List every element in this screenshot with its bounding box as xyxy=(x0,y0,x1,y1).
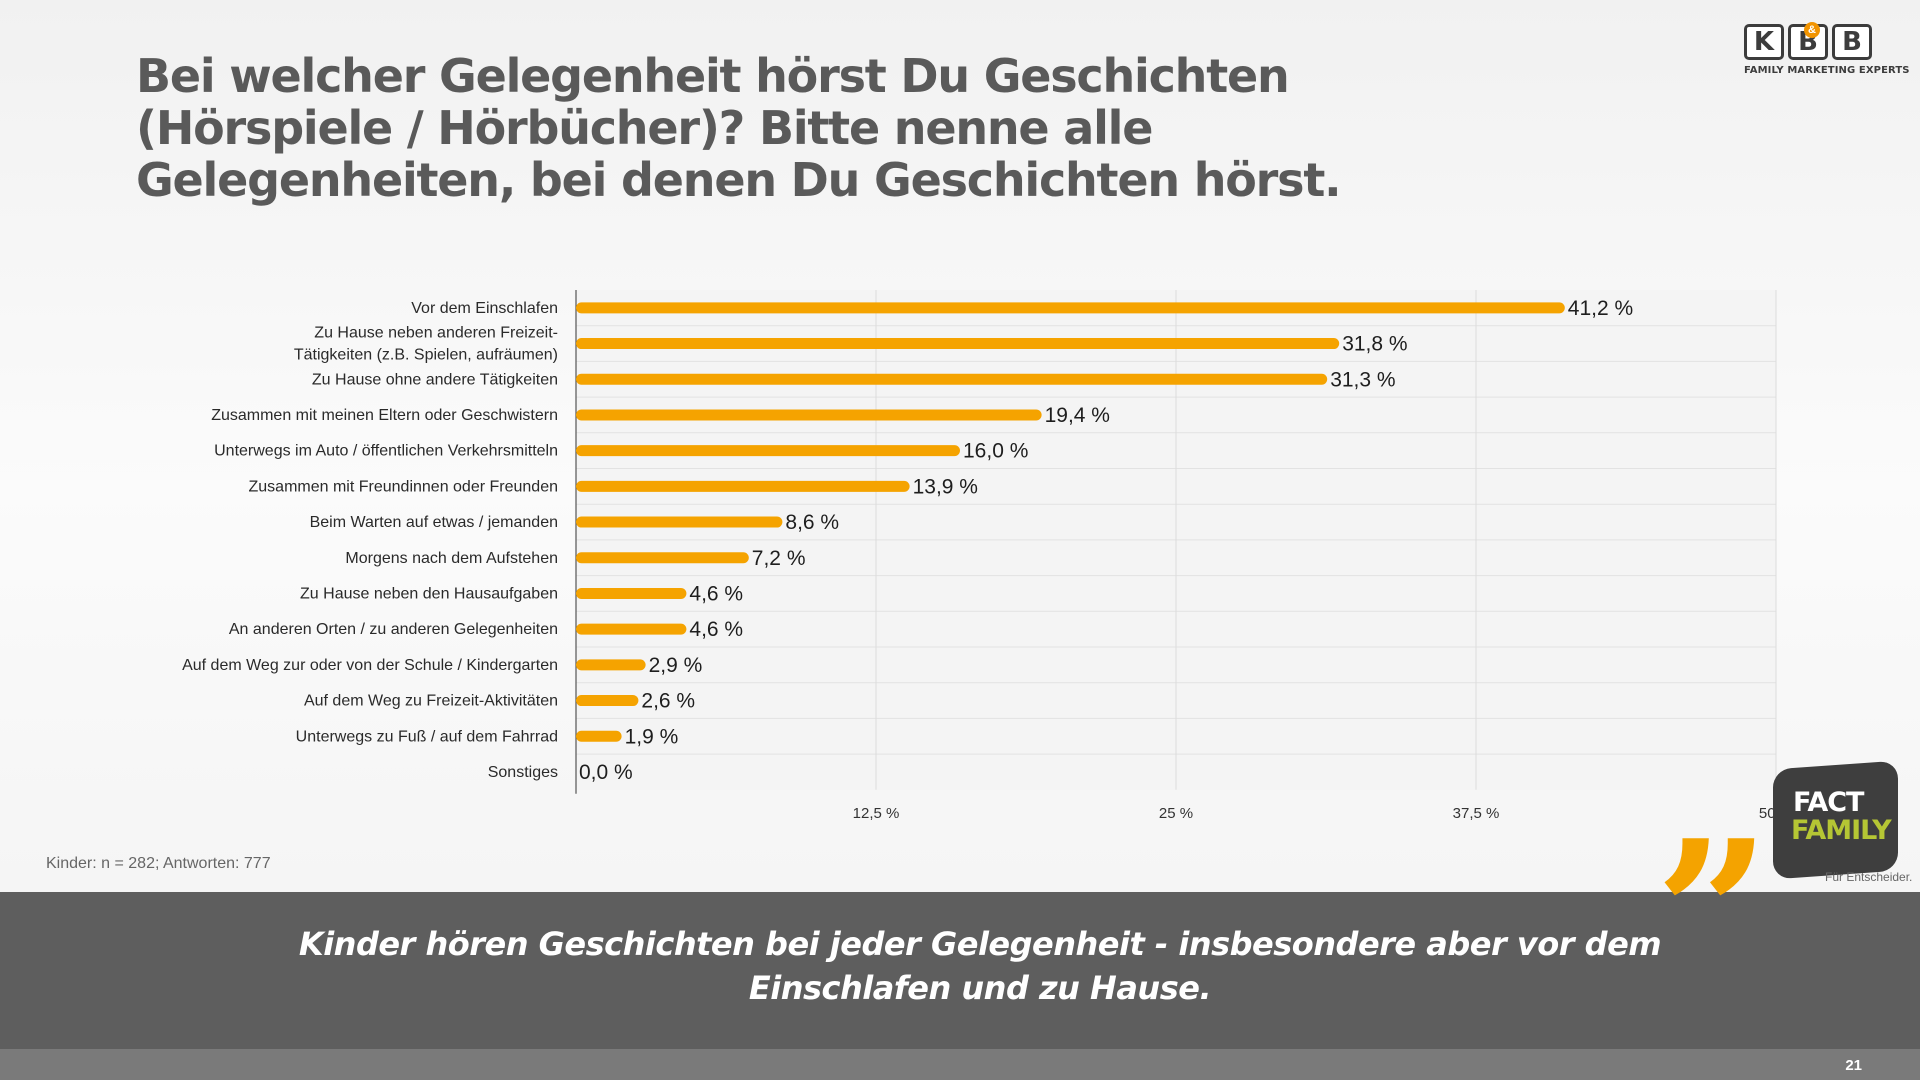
category-label: Vor dem Einschlafen xyxy=(411,300,558,317)
logo-letter-b2: B xyxy=(1832,24,1872,60)
bar-chart: 12,5 %25 %37,5 %50 %Vor dem Einschlafen4… xyxy=(182,290,1793,822)
category-label-line: Zu Hause neben anderen Freizeit- xyxy=(314,325,558,342)
category-label: Auf dem Weg zu Freizeit-Aktivitäten xyxy=(304,693,558,710)
logo-letter-k: K xyxy=(1744,24,1784,60)
category-label: Zu Hause neben anderen Freizeit- Tätigkei… xyxy=(294,325,558,364)
category-label-line: Sonstiges xyxy=(488,764,558,781)
bar xyxy=(576,409,1042,421)
value-label: 1,9 % xyxy=(625,725,679,748)
category-label: Auf dem Weg zur oder von der Schule / Ki… xyxy=(182,657,558,674)
category-label-line: Zu Hause ohne andere Tätigkeiten xyxy=(312,371,558,388)
category-label: Zu Hause neben den Hausaufgaben xyxy=(300,585,558,602)
category-label: An anderen Orten / zu anderen Gelegenhei… xyxy=(229,621,558,638)
category-label-line: An anderen Orten / zu anderen Gelegenhei… xyxy=(229,621,558,638)
x-tick-label: 25 % xyxy=(1159,805,1193,822)
category-label-line: Unterwegs zu Fuß / auf dem Fahrrad xyxy=(296,728,558,745)
value-label: 31,8 % xyxy=(1342,333,1407,356)
kbb-logo: K B B & FAMILY MARKETING EXPERTS xyxy=(1744,22,1910,94)
value-label: 4,6 % xyxy=(689,582,743,605)
conclusion-banner: Kinder hören Geschichten bei jeder Geleg… xyxy=(0,892,1920,1049)
slide-title: Bei welcher Gelegenheit hörst Du Geschic… xyxy=(136,49,1342,207)
bar xyxy=(576,695,639,707)
bar xyxy=(576,587,687,599)
value-label: 0,0 % xyxy=(579,761,633,784)
value-label: 16,0 % xyxy=(963,440,1028,463)
value-label: 41,2 % xyxy=(1568,297,1633,320)
value-label: 19,4 % xyxy=(1045,404,1110,427)
bar xyxy=(576,730,622,742)
category-label-line: Beim Warten auf etwas / jemanden xyxy=(310,514,558,531)
value-label: 7,2 % xyxy=(752,547,806,570)
category-label-line: Unterwegs im Auto / öffentlichen Verkehr… xyxy=(214,443,558,460)
category-label: Beim Warten auf etwas / jemanden xyxy=(310,514,558,531)
category-label: Sonstiges xyxy=(488,764,558,781)
bar xyxy=(576,659,646,671)
category-label-line: Zusammen mit meinen Eltern oder Geschwis… xyxy=(211,407,558,424)
bar xyxy=(576,552,749,564)
category-label-line: Zusammen mit Freundinnen oder Freunden xyxy=(249,478,559,495)
category-label-line: Auf dem Weg zur oder von der Schule / Ki… xyxy=(182,657,558,674)
sample-note: Kinder: n = 282; Antworten: 777 xyxy=(46,855,271,872)
category-label: Morgens nach dem Aufstehen xyxy=(345,550,558,567)
bar xyxy=(576,480,910,492)
value-label: 4,6 % xyxy=(689,618,743,641)
badge-line2: FAMILY xyxy=(1791,815,1892,846)
category-label-line: Auf dem Weg zu Freizeit-Aktivitäten xyxy=(304,693,558,710)
category-label: Zu Hause ohne andere Tätigkeiten xyxy=(312,371,558,388)
category-label: Zusammen mit Freundinnen oder Freunden xyxy=(249,478,559,495)
category-label-line: Tätigkeiten (z.B. Spielen, aufräumen) xyxy=(294,347,558,364)
conclusion-text: Kinder hören Geschichten bei jeder Geleg… xyxy=(298,925,1662,1007)
category-label-line: Vor dem Einschlafen xyxy=(411,300,558,317)
value-label: 31,3 % xyxy=(1330,368,1395,391)
badge-subtitle: Für Entscheider. xyxy=(1825,870,1913,884)
logo-ampersand: & xyxy=(1804,22,1820,38)
fact-family-badge: FACT FAMILY Für Entscheider. xyxy=(1773,760,1912,885)
value-label: 13,9 % xyxy=(913,475,978,498)
bar xyxy=(576,445,960,457)
logo-tagline: FAMILY MARKETING EXPERTS xyxy=(1744,65,1910,76)
category-label-line: Morgens nach dem Aufstehen xyxy=(345,550,558,567)
value-label: 2,6 % xyxy=(641,690,695,713)
footer-bar: 21 xyxy=(0,1049,1920,1080)
page-number: 21 xyxy=(1845,1057,1862,1074)
bar xyxy=(576,623,687,635)
bar xyxy=(576,516,783,528)
x-tick-label: 12,5 % xyxy=(853,805,900,822)
bar xyxy=(576,373,1328,385)
quote-mark-icon: ” xyxy=(1655,797,1770,1032)
bar xyxy=(576,302,1565,314)
x-tick-label: 37,5 % xyxy=(1453,805,1500,822)
category-label-line: Zu Hause neben den Hausaufgaben xyxy=(300,585,558,602)
category-label: Zusammen mit meinen Eltern oder Geschwis… xyxy=(211,407,558,424)
category-label: Unterwegs im Auto / öffentlichen Verkehr… xyxy=(214,443,558,460)
value-label: 8,6 % xyxy=(785,511,839,534)
category-label: Unterwegs zu Fuß / auf dem Fahrrad xyxy=(296,728,558,745)
bar xyxy=(576,338,1340,350)
value-label: 2,9 % xyxy=(649,654,703,677)
badge-line1: FACT xyxy=(1793,787,1864,818)
